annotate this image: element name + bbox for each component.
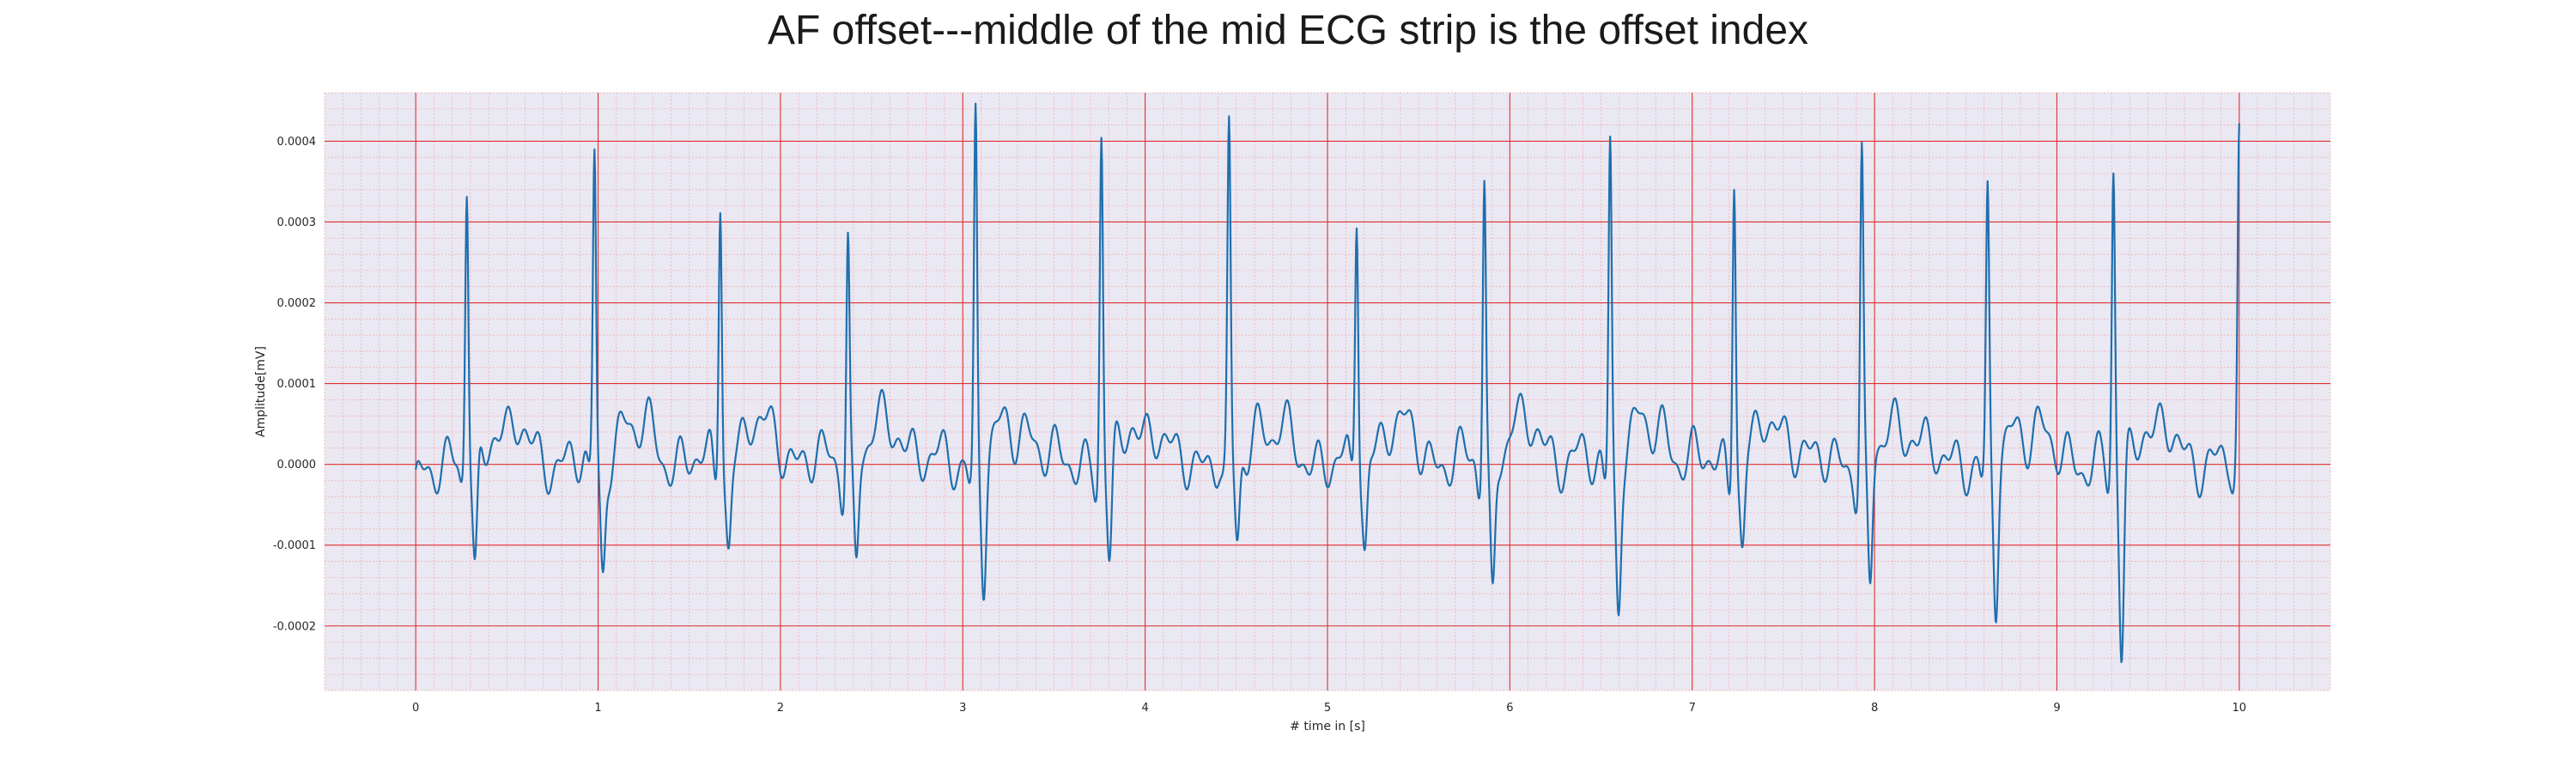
- x-tick-label: 5: [1324, 702, 1331, 715]
- y-tick-label: 0.0001: [277, 378, 317, 391]
- chart-title: AF offset---middle of the mid ECG strip …: [767, 8, 1809, 53]
- x-tick-label: 10: [2233, 702, 2247, 715]
- y-tick-label: 0.0003: [277, 216, 317, 229]
- ecg-signal-line: [415, 102, 2240, 664]
- y-tick-label: -0.0001: [273, 539, 316, 552]
- y-axis-ticks: -0.0002 -0.0001 0.0000 0.0001 0.0002 0.0003 0.…: [273, 136, 316, 633]
- x-tick-label: 2: [777, 702, 784, 715]
- x-axis-label: # time in [s]: [1290, 720, 1365, 733]
- y-tick-label: -0.0002: [273, 620, 316, 633]
- x-tick-label: 6: [1506, 702, 1513, 715]
- x-tick-label: 4: [1141, 702, 1148, 715]
- x-axis-ticks: 0 1 2 3 4 5 6 7 8 9 10: [412, 702, 2246, 715]
- x-tick-label: 1: [594, 702, 601, 715]
- x-tick-label: 7: [1689, 702, 1696, 715]
- x-tick-label: 3: [959, 702, 966, 715]
- major-grid: [325, 93, 2330, 691]
- x-tick-label: 9: [2053, 702, 2060, 715]
- y-axis-label: Amplitude[mV]: [254, 346, 268, 437]
- x-tick-label: 0: [412, 702, 419, 715]
- y-tick-label: 0.0004: [277, 136, 317, 149]
- y-tick-label: 0.0002: [277, 297, 317, 310]
- x-tick-label: 8: [1871, 702, 1878, 715]
- y-tick-label: 0.0000: [277, 459, 317, 472]
